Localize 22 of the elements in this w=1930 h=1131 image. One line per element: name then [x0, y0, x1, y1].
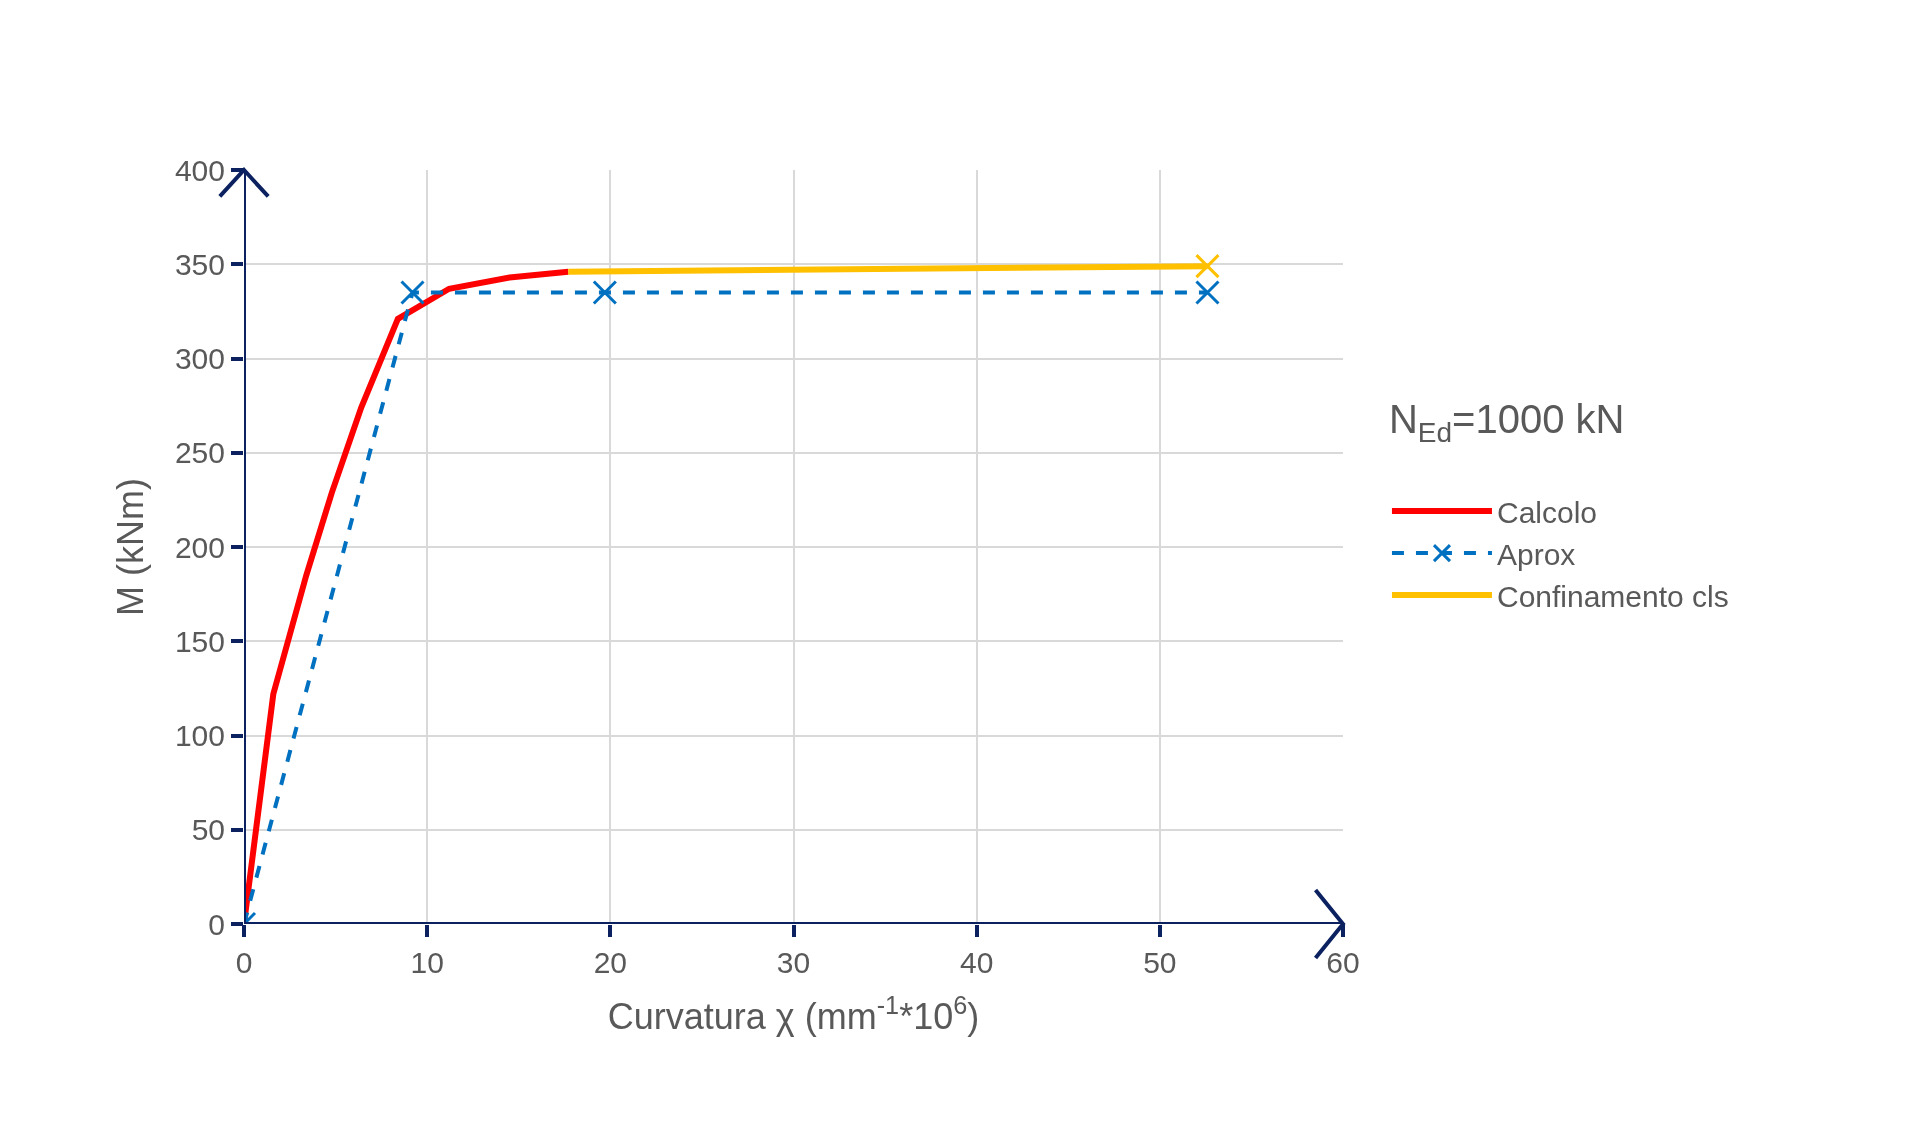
y-tick-label: 0 [208, 907, 225, 941]
x-tick-label: 60 [1326, 946, 1360, 979]
y-axis-title: M (kNm) [109, 478, 151, 616]
y-tick-label: 350 [174, 247, 225, 281]
y-tick-label: 200 [174, 530, 225, 564]
legend-label: Aprox [1496, 537, 1576, 571]
y-tick-label: 100 [174, 719, 225, 752]
y-tick-label: 50 [191, 813, 225, 847]
y-tick-label: 150 [174, 624, 225, 658]
x-tick-label: 0 [235, 946, 253, 979]
x-tick-label: 20 [593, 946, 628, 979]
y-tick-label: 250 [174, 436, 225, 470]
y-tick-label: 300 [174, 342, 225, 375]
legend-label: Confinamento cls [1496, 579, 1729, 613]
legend-label: Calcolo [1496, 495, 1598, 529]
x-tick-label: 40 [959, 946, 994, 979]
x-tick-label: 10 [410, 946, 444, 979]
x-tick-label: 50 [1143, 946, 1177, 979]
x-tick-label: 30 [776, 946, 811, 979]
legend-title: N$_{Ed}$=1000 kN [1388, 397, 1625, 448]
x-axis-title: Curvatura χ (mm$^{-1}$*10$^{6}$) [607, 990, 980, 1037]
y-tick-label: 400 [174, 153, 225, 187]
